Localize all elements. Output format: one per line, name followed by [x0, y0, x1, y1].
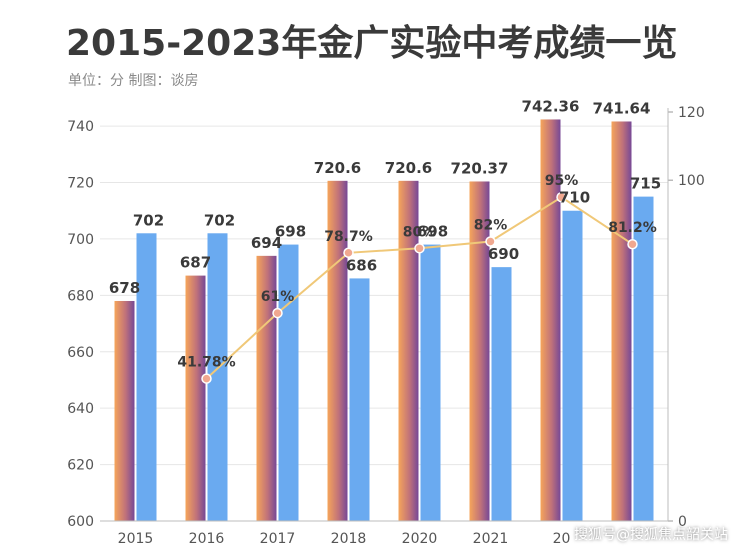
y-left-tick-label: 680 — [67, 288, 94, 304]
chart-title: 2015-2023年金广实验中考成绩一览 — [66, 23, 678, 64]
pass-rate-label: 78.7% — [324, 229, 373, 245]
y-left-tick-label: 700 — [67, 232, 94, 248]
bar-score-avg — [540, 119, 561, 521]
watermark: 搜狐号@搜狐焦点韶关站 — [574, 527, 728, 543]
bar-value-label: 720.37 — [451, 159, 509, 177]
chart-subtitle: 单位：分 制图：谈房 — [68, 73, 199, 89]
bar-value-label: 690 — [488, 245, 519, 263]
y-left-tick-label: 620 — [67, 458, 94, 474]
x-tick-label: 2016 — [189, 531, 225, 547]
bar-score-avg — [469, 181, 490, 522]
pass-rate-label: 80% — [403, 224, 437, 240]
bar-value-label: 715 — [630, 175, 661, 193]
pass-rate-label: 95% — [545, 173, 579, 189]
bar-value-label: 678 — [109, 279, 140, 297]
pass-rate-label: 61% — [261, 289, 295, 305]
x-tick-label: 2020 — [402, 531, 438, 547]
bar-value-label: 741.64 — [593, 99, 651, 117]
bar-score-line — [278, 244, 299, 521]
bar-score-avg — [611, 121, 632, 522]
bar-score-line — [633, 196, 654, 521]
x-tick-label: 20 — [553, 531, 571, 547]
y-left-tick-label: 740 — [67, 119, 94, 135]
y-right-tick-label: 120 — [678, 105, 705, 121]
pass-rate-label: 82% — [474, 218, 508, 234]
bar-score-avg — [114, 300, 135, 521]
pass-rate-point — [272, 307, 283, 319]
bar-value-label: 742.36 — [522, 97, 580, 115]
bar-value-label: 687 — [180, 254, 211, 272]
bar-score-avg — [398, 180, 419, 521]
y-left-tick-label: 600 — [67, 514, 94, 530]
bar-value-label: 694 — [251, 234, 282, 252]
axes: 600 620 640 660 680 700 720 740 0 100 120 2015 2016 2… — [67, 105, 704, 547]
bar-score-line — [420, 244, 441, 521]
bar-score-line — [207, 233, 228, 521]
pass-rate-point — [201, 373, 212, 384]
grid-lines — [100, 125, 668, 522]
x-tick-label: 2021 — [473, 531, 509, 547]
bar-value-label: 710 — [559, 189, 590, 207]
bar-score-line — [349, 278, 370, 521]
pass-rate-point — [627, 238, 638, 250]
y-left-tick-label: 660 — [67, 345, 94, 361]
bar-score-line — [491, 267, 512, 521]
pass-rate-point — [556, 191, 567, 203]
bar-score-avg — [256, 255, 277, 522]
pass-rate-point — [485, 236, 496, 247]
bar-score-line — [136, 233, 157, 521]
bar-value-label: 698 — [417, 223, 448, 241]
pass-rate-line — [201, 191, 638, 384]
pass-rate-label: 81.2% — [608, 220, 657, 236]
bar-value-label: 702 — [133, 211, 164, 229]
bar-value-label: 698 — [275, 223, 306, 241]
bars — [114, 119, 654, 522]
bar-value-label: 702 — [204, 211, 235, 229]
y-right-tick-label: 0 — [678, 514, 687, 530]
y-left-tick-label: 640 — [67, 401, 94, 417]
x-tick-label: 2018 — [331, 531, 367, 547]
pass-rate-label: 41.78% — [177, 355, 235, 371]
data-labels: 678702687702694698720.6686720.6698720.37… — [109, 97, 661, 370]
x-tick-label: 2015 — [118, 531, 154, 547]
pass-rate-point — [343, 247, 354, 259]
y-right-tick-label: 100 — [678, 173, 705, 189]
bar-score-avg — [185, 275, 206, 521]
bar-value-label: 720.6 — [385, 159, 432, 177]
x-tick-label: 2017 — [260, 531, 296, 547]
pass-rate-point — [414, 243, 425, 254]
bar-score-line — [562, 210, 583, 522]
bar-value-label: 686 — [346, 256, 377, 274]
y-left-tick-label: 720 — [67, 176, 94, 192]
bar-value-label: 720.6 — [314, 159, 361, 177]
